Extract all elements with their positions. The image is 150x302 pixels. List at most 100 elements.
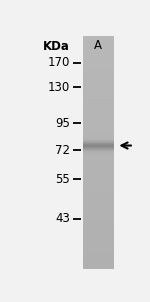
Bar [83, 264, 114, 265]
Bar [83, 262, 114, 263]
Bar [83, 265, 114, 266]
Bar [83, 223, 114, 224]
Bar [83, 74, 114, 75]
Bar [83, 103, 114, 104]
Bar [83, 185, 114, 186]
Bar [83, 60, 114, 61]
Bar [83, 110, 114, 111]
Bar [83, 48, 114, 49]
Bar [83, 69, 114, 70]
Bar [83, 196, 114, 197]
Bar [83, 92, 114, 93]
Bar [83, 54, 114, 55]
Bar [83, 246, 114, 247]
Bar [83, 243, 114, 244]
Bar [83, 199, 114, 200]
Bar [83, 173, 114, 174]
Bar [83, 206, 114, 207]
Bar [83, 117, 114, 118]
Bar [83, 211, 114, 212]
Bar [83, 162, 114, 163]
Bar [83, 147, 114, 148]
Bar [83, 53, 114, 54]
Bar [83, 221, 114, 222]
Text: 55: 55 [55, 173, 70, 186]
Bar [83, 105, 114, 106]
Bar [83, 242, 114, 243]
Bar [83, 228, 114, 229]
Bar [83, 238, 114, 239]
Text: 72: 72 [55, 144, 70, 157]
Bar [83, 182, 114, 183]
Bar [83, 111, 114, 112]
Bar [83, 174, 114, 175]
Bar [83, 232, 114, 233]
Bar [83, 108, 114, 109]
Bar [83, 183, 114, 184]
Bar [83, 107, 114, 108]
Bar [83, 143, 114, 144]
Bar [83, 209, 114, 210]
Bar [83, 250, 114, 251]
Bar [83, 57, 114, 58]
Bar [83, 200, 114, 201]
Text: A: A [94, 39, 102, 52]
Bar [83, 249, 114, 250]
Bar [83, 104, 114, 105]
Bar [83, 171, 114, 172]
Bar [83, 145, 114, 146]
Bar [83, 73, 114, 74]
Bar [83, 157, 114, 158]
Bar [83, 138, 114, 139]
Bar [83, 210, 114, 211]
Bar [83, 236, 114, 237]
Bar [83, 109, 114, 110]
Bar [83, 194, 114, 195]
Bar [83, 58, 114, 59]
Bar [83, 134, 114, 135]
Bar [83, 40, 114, 41]
Bar [83, 212, 114, 213]
Bar [83, 127, 114, 128]
Bar [83, 163, 114, 164]
Bar [83, 124, 114, 125]
Bar [83, 47, 114, 48]
Bar [83, 126, 114, 127]
Bar [83, 148, 114, 149]
Bar [83, 256, 114, 257]
Bar [83, 257, 114, 258]
Bar [83, 155, 114, 156]
Bar [83, 99, 114, 100]
Bar [83, 207, 114, 208]
Bar [83, 88, 114, 89]
Bar [83, 120, 114, 121]
Text: KDa: KDa [43, 40, 70, 53]
Bar [83, 198, 114, 199]
Bar [83, 261, 114, 262]
Bar [83, 170, 114, 171]
Bar [83, 39, 114, 40]
Bar [83, 220, 114, 221]
Bar [83, 153, 114, 154]
Bar [83, 112, 114, 113]
Bar [83, 119, 114, 120]
Bar [83, 141, 114, 142]
Bar [83, 142, 114, 143]
Bar [83, 177, 114, 178]
Bar [83, 254, 114, 255]
Bar [83, 230, 114, 231]
Bar [83, 224, 114, 225]
Bar [83, 140, 114, 141]
Bar [83, 132, 114, 133]
Bar [83, 184, 114, 185]
Bar [83, 106, 114, 107]
Bar [83, 193, 114, 194]
Bar [83, 165, 114, 166]
Bar [83, 240, 114, 241]
Bar [83, 255, 114, 256]
Bar [83, 175, 114, 176]
Bar [83, 94, 114, 95]
Bar [83, 125, 114, 126]
Bar [83, 130, 114, 131]
Bar [83, 160, 114, 161]
